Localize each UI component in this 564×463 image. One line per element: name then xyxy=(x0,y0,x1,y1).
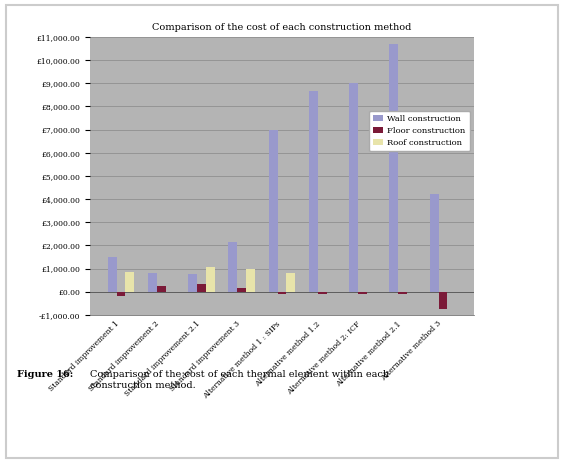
Bar xyxy=(125,272,134,292)
Text: Figure 16:: Figure 16: xyxy=(17,370,73,379)
Bar xyxy=(390,44,398,292)
Text: Comparison of the cost of each thermal element within each
construction method.: Comparison of the cost of each thermal e… xyxy=(90,370,389,390)
Bar xyxy=(349,83,358,292)
Bar xyxy=(157,286,166,292)
Bar xyxy=(358,292,367,294)
Bar xyxy=(287,273,296,292)
Bar xyxy=(108,257,117,292)
Bar xyxy=(277,292,287,294)
Title: Comparison of the cost of each construction method: Comparison of the cost of each construct… xyxy=(152,23,412,32)
Bar xyxy=(246,269,255,292)
Bar xyxy=(148,273,157,292)
Bar xyxy=(430,194,439,292)
Bar xyxy=(197,283,206,292)
Bar xyxy=(237,288,246,292)
Bar xyxy=(439,292,447,309)
Bar xyxy=(398,292,407,294)
Bar xyxy=(188,274,197,292)
Bar xyxy=(206,267,215,292)
Bar xyxy=(318,292,327,294)
Bar xyxy=(268,130,277,292)
Bar xyxy=(117,292,125,296)
Bar xyxy=(309,91,318,292)
Bar xyxy=(228,242,237,292)
Legend: Wall construction, Floor construction, Roof construction: Wall construction, Floor construction, R… xyxy=(369,111,470,151)
